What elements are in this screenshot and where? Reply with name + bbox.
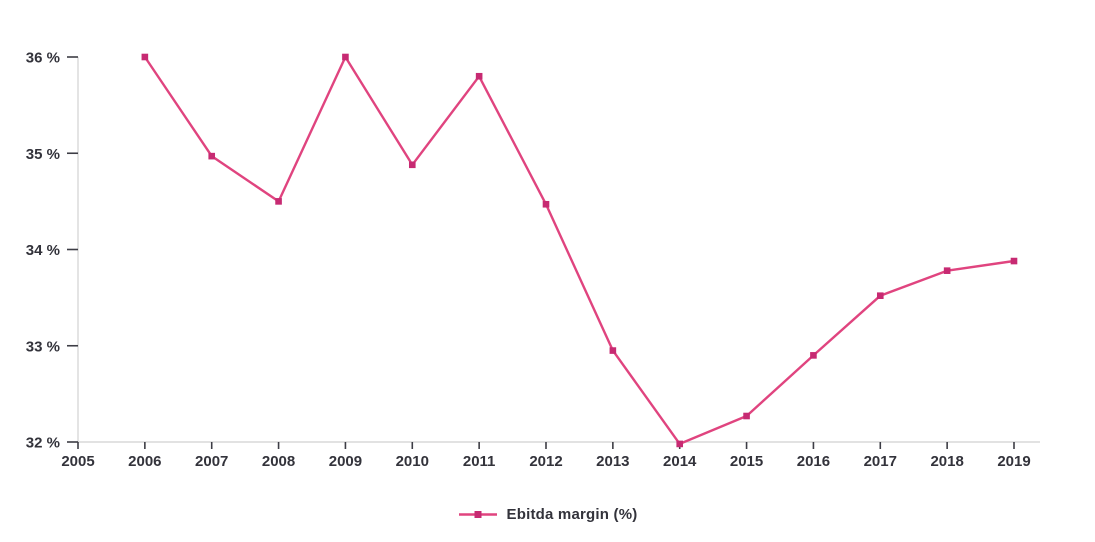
x-tick-label: 2013 [596,453,629,470]
x-tick-label: 2006 [128,453,161,470]
data-point-marker [275,198,282,205]
y-tick-label: 34 % [26,242,60,259]
y-tick-label: 35 % [26,146,60,163]
data-point-marker [943,267,951,274]
x-tick-label: 2012 [529,453,562,470]
data-point-marker [676,440,684,448]
y-tick-label: 33 % [26,338,60,355]
ebitda-margin-series-line [143,55,1016,446]
x-tick-label: 2005 [61,453,94,470]
y-tick-label: 36 % [26,50,60,67]
data-point-marker [141,53,149,61]
x-tick-label: 2018 [930,453,963,470]
data-point-marker [475,72,483,80]
x-tick-label: 2017 [864,453,897,470]
data-point-marker [342,53,349,61]
data-point-marker [743,412,750,420]
line-chart-plot: 32 % 33 % 34 % 35 % 36 % 2005 2006 2007 2008 2009… [26,50,1040,470]
data-point-marker [876,292,884,299]
data-point-marker [609,347,617,354]
legend-label: Ebitda margin (%) [506,506,638,523]
x-tick-label: 2016 [797,453,830,470]
x-tick-label: 2011 [463,453,496,470]
x-tick-label: 2009 [329,453,362,470]
x-tick-label: 2010 [396,453,429,470]
x-tick-label: 2008 [262,453,295,470]
data-point-marker [1010,257,1018,265]
data-point-marker [542,200,550,208]
data-point-marker [208,152,216,160]
x-tick-label: 2019 [997,453,1030,470]
legend-line-icon [458,511,497,518]
y-tick-label: 32 % [26,435,60,452]
x-tick-label: 2007 [195,453,228,470]
x-tick-label: 2014 [663,453,697,470]
data-point-marker [810,352,817,359]
x-tick-label: 2015 [730,453,763,470]
legend: Ebitda margin (%) [0,506,1095,523]
data-point-marker [408,161,416,169]
